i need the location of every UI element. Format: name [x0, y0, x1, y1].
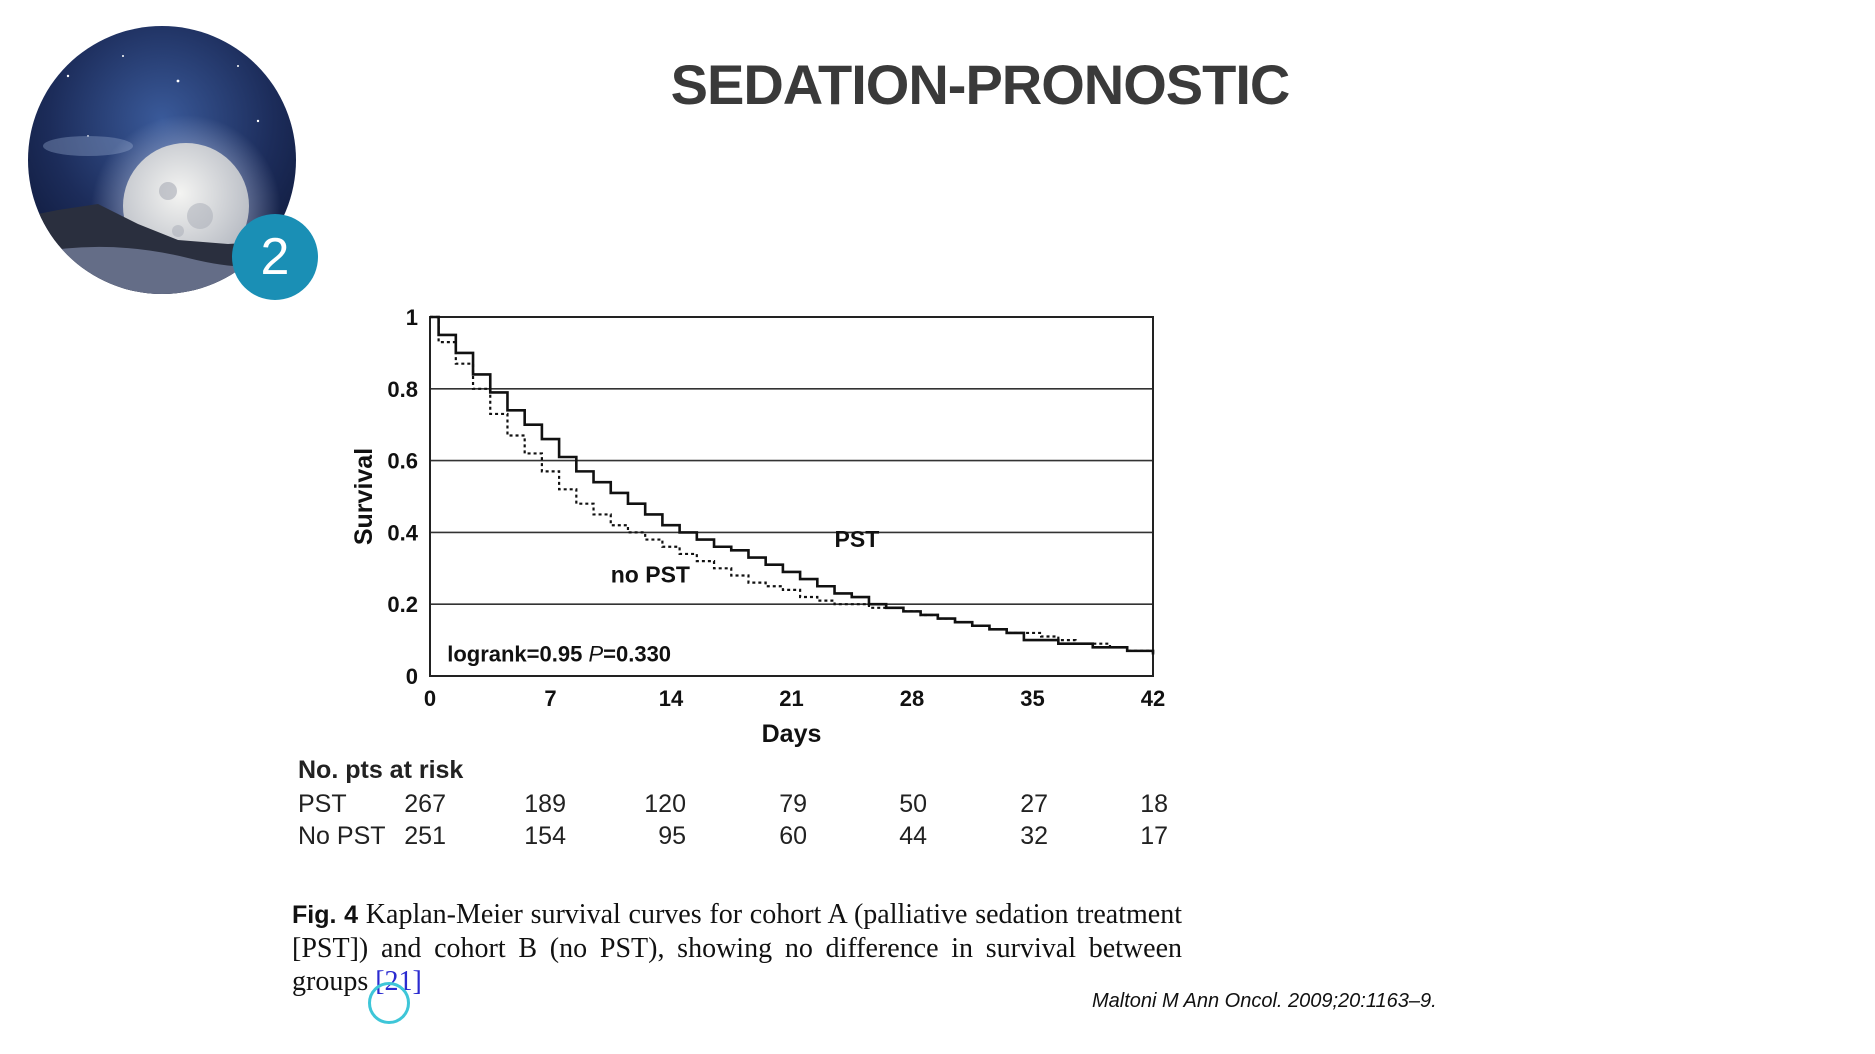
curve-label: PST — [835, 526, 880, 552]
figure-label: Fig. 4 — [292, 901, 359, 929]
plot-frame — [429, 316, 1154, 677]
y-tick-label: 0.4 — [387, 520, 418, 545]
risk-value: 120 — [644, 790, 686, 818]
risk-value: 32 — [1020, 822, 1048, 850]
logrank-annotation: logrank=0.95 P=0.330 — [447, 642, 671, 667]
risk-value: 27 — [1020, 790, 1048, 818]
cursor-ring-icon — [368, 982, 410, 1024]
y-tick-label: 0.2 — [387, 592, 418, 617]
risk-value: 50 — [899, 790, 927, 818]
x-tick-label: 21 — [779, 686, 803, 711]
risk-value: 154 — [524, 822, 566, 850]
risk-value: 18 — [1140, 790, 1168, 818]
p-value: =0.330 — [603, 642, 671, 667]
source-citation: Maltoni M Ann Oncol. 2009;20:1163–9. — [1092, 990, 1437, 1012]
x-tick-label: 28 — [900, 686, 924, 711]
risk-value: 60 — [779, 822, 807, 850]
x-tick-label: 7 — [544, 686, 556, 711]
survival-curve-no-pst — [430, 315, 1155, 655]
p-label: P — [588, 642, 603, 667]
x-tick-label: 35 — [1020, 686, 1044, 711]
y-tick-label: 0 — [406, 664, 418, 689]
risk-value: 95 — [658, 822, 686, 850]
caption-text: Kaplan-Meier survival curves for cohort … — [292, 899, 1182, 997]
risk-row-no-pst: No PST 251 154 95 60 44 32 17 — [296, 822, 1196, 852]
risk-value: 17 — [1140, 822, 1168, 850]
slide-title: SEDATION-PRONOSTIC — [670, 53, 1291, 116]
y-axis-label: Survival — [350, 448, 378, 545]
x-axis-label: Days — [762, 720, 822, 748]
risk-row-pst: PST 267 189 120 79 50 27 18 — [296, 790, 1196, 820]
risk-value: 267 — [404, 790, 446, 818]
risk-value: 79 — [779, 790, 807, 818]
logrank-prefix: logrank=0.95 — [447, 642, 588, 667]
x-tick-label: 0 — [424, 686, 436, 711]
curve-label: no PST — [611, 562, 690, 588]
risk-value: 251 — [404, 822, 446, 850]
risk-table: No. pts at risk PST 267 189 120 79 50 27… — [296, 756, 1196, 856]
kaplan-meier-chart: 0 0.2 0.4 0.6 0.8 1 0 7 14 21 28 35 42 Days Survival… — [350, 305, 1165, 748]
survival-curve-pst — [430, 315, 1155, 655]
risk-row-label: PST — [298, 790, 347, 818]
x-tick-label: 42 — [1141, 686, 1165, 711]
figure-caption: Fig. 4 Kaplan-Meier survival curves for … — [292, 898, 1182, 998]
y-tick-label: 1 — [406, 305, 418, 330]
risk-value: 44 — [899, 822, 927, 850]
x-tick-label: 14 — [659, 686, 684, 711]
y-tick-label: 0.6 — [387, 449, 418, 474]
y-tick-label: 0.8 — [387, 377, 418, 402]
risk-table-header: No. pts at risk — [298, 756, 464, 784]
risk-row-label: No PST — [298, 822, 386, 850]
slide-number-badge: 2 — [232, 214, 318, 300]
risk-value: 189 — [524, 790, 566, 818]
